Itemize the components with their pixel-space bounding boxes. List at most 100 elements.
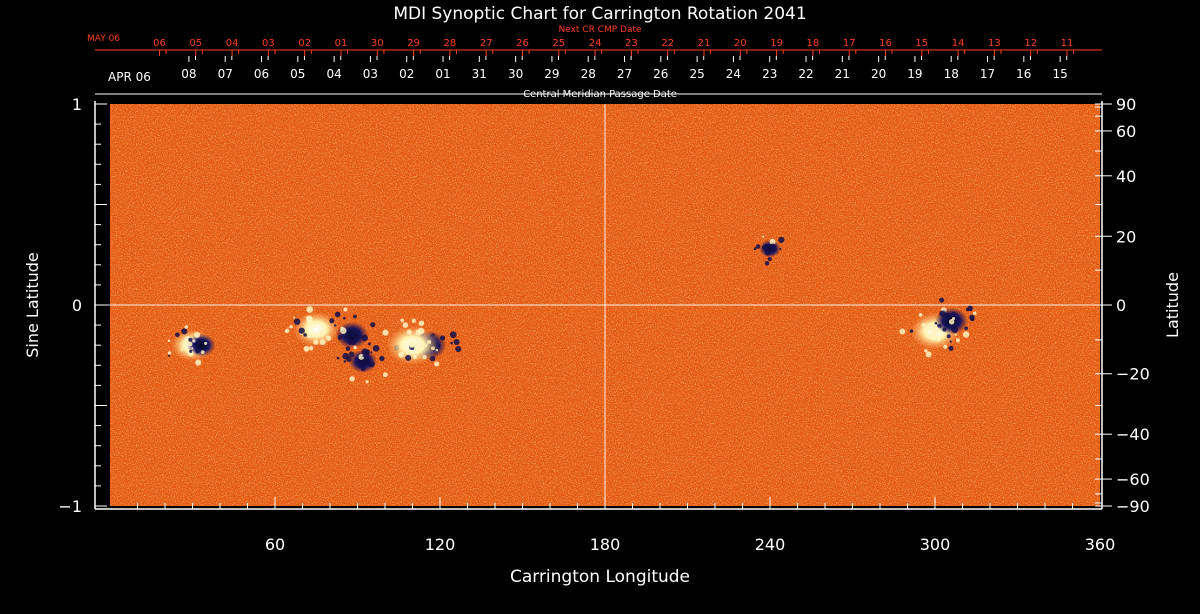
negative-flux-speck <box>368 360 375 368</box>
cmp-date-label: 20 <box>871 67 886 81</box>
positive-flux-speck <box>204 341 208 345</box>
positive-flux-speck <box>184 325 189 329</box>
negative-flux-speck <box>939 297 945 303</box>
active-region <box>336 340 388 384</box>
negative-flux-speck <box>956 316 961 322</box>
cmp-date-label: 19 <box>907 67 922 81</box>
positive-flux-speck <box>307 334 311 339</box>
positive-flux-speck <box>762 235 765 238</box>
negative-flux-speck <box>329 318 335 324</box>
positive-flux-speck <box>191 347 194 350</box>
cmp-date-label: 07 <box>218 67 233 81</box>
cmp-date-label: 29 <box>544 67 559 81</box>
next-cmp-date-label: 22 <box>661 38 674 49</box>
negative-flux-speck <box>439 335 446 341</box>
positive-flux-speck <box>434 361 440 367</box>
cmp-date-label: 02 <box>399 67 414 81</box>
positive-flux-speck <box>325 335 332 341</box>
next-cmp-date-label: 05 <box>189 38 202 49</box>
y-tick-label-right: 90 <box>1116 95 1136 114</box>
positive-flux-speck <box>307 316 313 323</box>
negative-flux-patch <box>187 333 216 357</box>
positive-flux-speck <box>293 316 296 319</box>
cmp-date-label: 26 <box>653 67 668 81</box>
positive-flux-speck <box>424 344 428 347</box>
positive-flux-speck <box>309 346 314 351</box>
next-cmp-month-label: MAY 06 <box>87 34 120 44</box>
y-tick-label-right: 20 <box>1116 227 1136 246</box>
next-cmp-date-label: 24 <box>589 38 602 49</box>
negative-flux-speck <box>370 322 376 328</box>
next-cmp-date-label: 02 <box>298 38 311 49</box>
negative-flux-speck <box>333 324 337 327</box>
negative-flux-speck <box>353 314 357 319</box>
y-tick-label-right: 60 <box>1116 122 1136 141</box>
next-cmp-date-label: 03 <box>262 38 275 49</box>
negative-flux-speck <box>769 243 776 251</box>
negative-flux-speck <box>343 360 347 363</box>
positive-flux-speck <box>427 339 432 345</box>
negative-flux-speck <box>379 355 385 362</box>
y-tick-label-right: 0 <box>1116 296 1126 315</box>
positive-flux-speck <box>200 350 205 354</box>
positive-flux-speck <box>284 328 290 334</box>
positive-flux-speck <box>930 322 936 328</box>
positive-flux-speck <box>343 307 348 312</box>
negative-flux-speck <box>909 329 914 333</box>
negative-flux-speck <box>455 345 462 353</box>
positive-flux-speck <box>195 359 202 366</box>
negative-flux-speck <box>303 333 307 337</box>
negative-flux-speck <box>764 260 770 266</box>
axes: 60 120 180 240 300 360 1 0 −1 90 60 40 20 0 −20 −40 −60 −… <box>58 95 1149 554</box>
next-cmp-date-label: 13 <box>988 38 1001 49</box>
negative-flux-speck <box>336 356 340 360</box>
negative-flux-speck <box>767 256 772 262</box>
negative-flux-speck <box>188 337 193 342</box>
positive-flux-speck <box>313 339 319 345</box>
negative-flux-speck <box>453 338 460 345</box>
positive-flux-speck <box>180 348 184 352</box>
next-cmp-date-label: 21 <box>698 38 711 49</box>
negative-flux-speck <box>368 342 371 346</box>
positive-flux-speck <box>413 355 418 360</box>
x-tick-label: 180 <box>590 535 621 554</box>
next-cmp-date-label: 17 <box>843 38 856 49</box>
negative-flux-speck <box>942 327 947 332</box>
y-axis-label-left: Sine Latitude <box>23 252 42 358</box>
positive-flux-speck <box>382 372 388 378</box>
negative-flux-speck <box>359 365 363 369</box>
positive-flux-speck <box>382 329 389 336</box>
next-cmp-axis-label: Next CR CMP Date <box>558 25 642 35</box>
cmp-date-label: 23 <box>762 67 777 81</box>
negative-flux-speck <box>293 318 301 325</box>
positive-flux-speck <box>313 324 317 328</box>
y-axis-label-right: Latitude <box>1163 272 1182 338</box>
negative-flux-speck <box>175 332 180 338</box>
positive-flux-speck <box>943 344 948 349</box>
negative-flux-speck <box>449 331 457 339</box>
negative-flux-speck <box>348 340 353 345</box>
negative-flux-speck <box>952 311 956 316</box>
cmp-date-label: 06 <box>254 67 269 81</box>
positive-flux-speck <box>973 311 977 316</box>
positive-flux-speck <box>340 326 344 330</box>
positive-flux-speck <box>400 318 404 323</box>
negative-flux-speck <box>351 333 355 337</box>
negative-flux-speck <box>778 236 785 243</box>
next-cmp-date-label: 15 <box>915 38 928 49</box>
negative-flux-speck <box>939 310 946 317</box>
y-tick-label-right: −90 <box>1116 497 1150 516</box>
negative-flux-speck <box>359 361 364 367</box>
cmp-date-label: 08 <box>181 67 196 81</box>
positive-flux-speck <box>398 351 405 358</box>
active-region <box>284 306 340 352</box>
negative-flux-speck <box>779 247 782 250</box>
guide-lines <box>95 104 1102 506</box>
cmp-date-label: 24 <box>726 67 741 81</box>
negative-flux-speck <box>370 351 373 354</box>
positive-flux-speck <box>167 351 172 355</box>
positive-flux-speck <box>954 333 957 336</box>
negative-flux-speck <box>189 349 193 353</box>
next-cmp-date-label: 29 <box>407 38 420 49</box>
